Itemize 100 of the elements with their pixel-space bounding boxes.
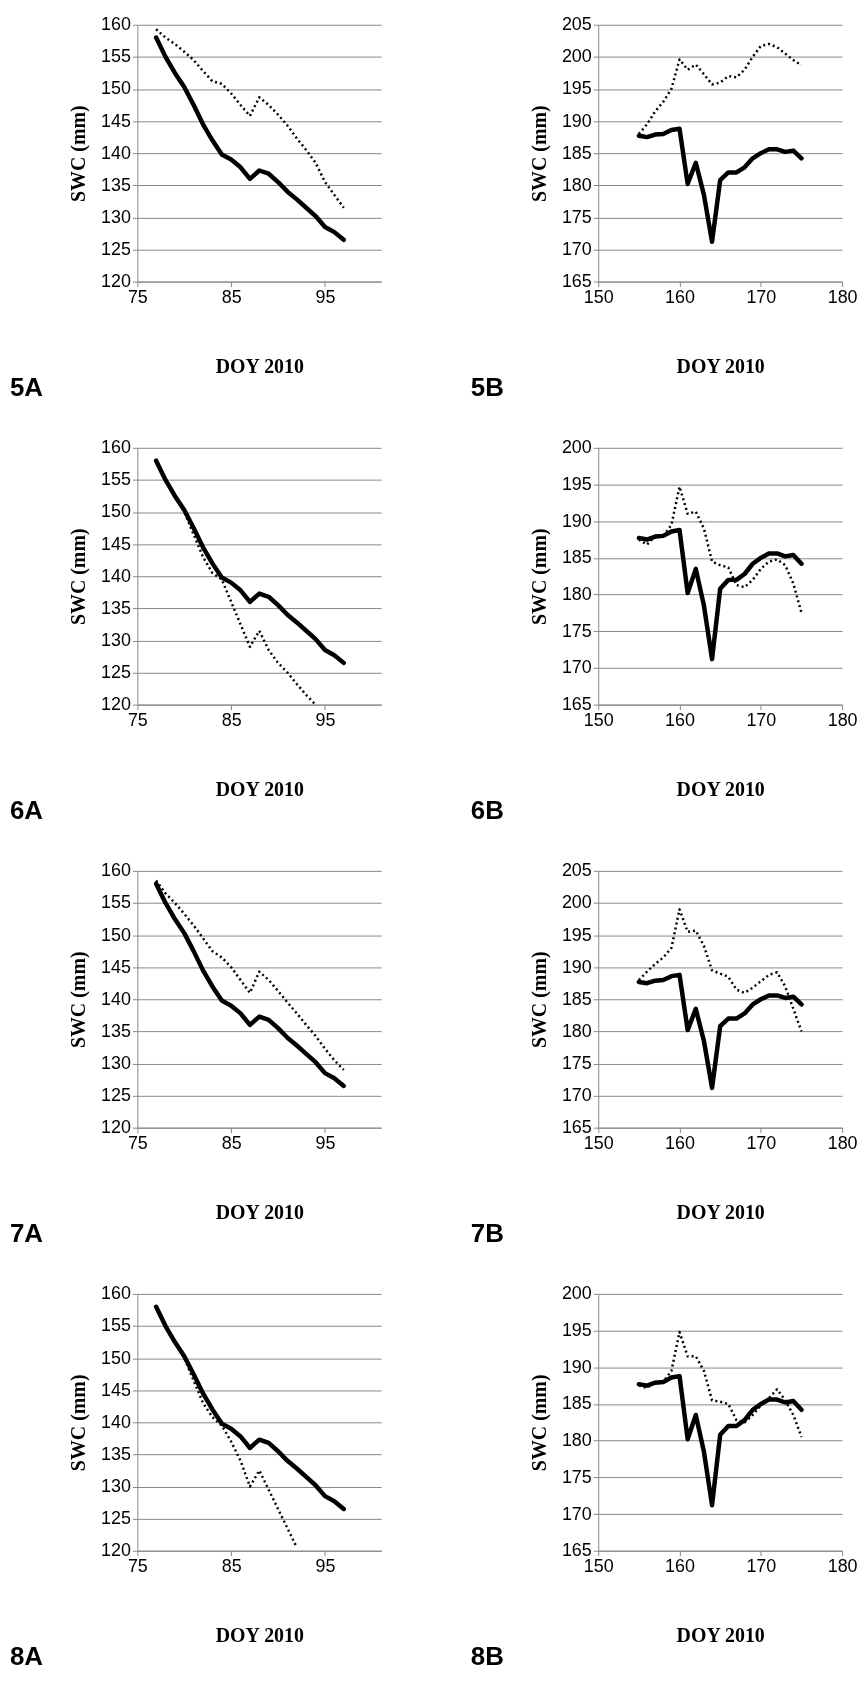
y-tick-label: 145: [101, 110, 131, 131]
y-tick-label: 200: [561, 1283, 592, 1304]
text: 6A: [9, 796, 44, 825]
y-tick-label: 125: [101, 1085, 131, 1106]
y-tick-label: 160: [101, 860, 131, 881]
x-tick-label: 85: [221, 1133, 242, 1154]
y-tick-label: 125: [101, 1508, 131, 1529]
x-tick-label: 85: [221, 1556, 242, 1577]
line-series: [154, 28, 345, 209]
y-tick-label: 195: [561, 473, 592, 494]
text: 7A: [9, 1219, 44, 1248]
line-series: [153, 35, 346, 243]
x-tick-label: 170: [746, 1133, 777, 1154]
y-tick-label: 205: [561, 860, 592, 881]
y-axis-title: SWC (mm): [67, 105, 91, 202]
y-axis-title: SWC (mm): [67, 528, 91, 626]
x-tick-label: 170: [746, 710, 777, 731]
y-tick-label: 135: [101, 597, 131, 618]
y-tick-label: 150: [101, 924, 131, 945]
x-tick-label: 180: [827, 710, 858, 731]
x-tick-label: 95: [315, 710, 336, 731]
y-tick-label: 135: [101, 174, 131, 195]
y-tick-label: 170: [561, 1085, 592, 1106]
y-tick-label: 150: [101, 1347, 131, 1368]
y-tick-label: 130: [101, 206, 131, 227]
y-tick-label: 185: [561, 142, 592, 163]
text: 5B: [470, 373, 504, 402]
x-tick-label: 180: [827, 1133, 858, 1154]
x-axis-title: DOY 2010: [215, 777, 304, 800]
y-tick-label: 155: [101, 892, 131, 913]
text: 8A: [9, 1642, 44, 1671]
y-tick-label: 160: [101, 14, 131, 35]
x-tick-label: 75: [127, 1133, 148, 1154]
x-tick-label: 150: [583, 1556, 614, 1577]
y-tick-label: 180: [561, 174, 592, 195]
y-tick-label: 135: [101, 1443, 131, 1464]
y-tick-label: 185: [561, 988, 592, 1009]
y-tick-label: 195: [561, 78, 592, 99]
x-tick-label: 160: [665, 286, 695, 307]
y-axis-title: SWC (mm): [67, 1374, 91, 1472]
x-tick-label: 160: [665, 710, 695, 731]
y-tick-label: 190: [561, 956, 592, 977]
y-tick-label: 160: [101, 1283, 131, 1304]
y-tick-label: 145: [101, 956, 131, 977]
x-axis-title: DOY 2010: [676, 777, 765, 800]
y-tick-label: 190: [561, 1356, 592, 1377]
x-axis-title: DOY 2010: [215, 1200, 304, 1223]
y-tick-label: 135: [101, 1020, 131, 1041]
y-tick-label: 145: [101, 1379, 131, 1400]
x-tick-label: 75: [127, 286, 148, 307]
y-tick-label: 190: [561, 110, 592, 131]
x-tick-label: 85: [221, 710, 242, 731]
y-tick-label: 170: [561, 657, 592, 678]
y-tick-label: 140: [101, 142, 131, 163]
x-tick-label: 95: [315, 1556, 336, 1577]
x-tick-label: 160: [665, 1133, 695, 1154]
y-tick-label: 155: [101, 1315, 131, 1336]
y-tick-label: 140: [101, 988, 131, 1009]
y-axis-title: SWC (mm): [527, 1374, 551, 1472]
x-tick-label: 180: [827, 286, 858, 307]
y-tick-label: 150: [101, 501, 131, 522]
x-tick-label: 170: [746, 1556, 777, 1577]
x-tick-label: 180: [827, 1556, 858, 1577]
y-tick-label: 130: [101, 1475, 131, 1496]
x-tick-label: 95: [315, 286, 336, 307]
y-tick-label: 155: [101, 46, 131, 67]
x-axis-title: DOY 2010: [215, 354, 304, 377]
y-tick-label: 180: [561, 584, 592, 605]
text: 5A: [9, 373, 44, 402]
x-tick-label: 150: [583, 710, 614, 731]
x-tick-label: 150: [583, 1133, 614, 1154]
x-tick-label: 85: [221, 286, 242, 307]
y-tick-label: 200: [561, 46, 592, 67]
x-axis-title: DOY 2010: [676, 1623, 765, 1646]
y-tick-label: 130: [101, 629, 131, 650]
y-tick-label: 145: [101, 533, 131, 554]
x-tick-label: 75: [127, 710, 148, 731]
text: 8B: [470, 1642, 504, 1671]
y-tick-label: 125: [101, 661, 131, 682]
y-tick-label: 160: [101, 437, 131, 458]
y-tick-label: 190: [561, 510, 592, 531]
y-tick-label: 205: [561, 14, 592, 35]
y-axis-title: SWC (mm): [67, 951, 91, 1049]
y-axis-title: SWC (mm): [527, 105, 551, 202]
x-tick-label: 170: [746, 286, 777, 307]
y-axis-title: SWC (mm): [527, 951, 551, 1049]
y-tick-label: 140: [101, 565, 131, 586]
y-tick-label: 200: [561, 892, 592, 913]
y-tick-label: 195: [561, 924, 592, 945]
text: 6B: [470, 796, 504, 825]
x-tick-label: 150: [583, 286, 614, 307]
x-tick-label: 75: [127, 1556, 148, 1577]
y-tick-label: 195: [561, 1320, 592, 1341]
y-tick-label: 170: [561, 1503, 592, 1524]
y-tick-label: 150: [101, 78, 131, 99]
x-axis-title: DOY 2010: [215, 1623, 304, 1646]
y-tick-label: 185: [561, 547, 592, 568]
text: 7B: [470, 1219, 504, 1248]
x-axis-title: DOY 2010: [676, 354, 765, 377]
x-axis-title: DOY 2010: [676, 1200, 765, 1223]
